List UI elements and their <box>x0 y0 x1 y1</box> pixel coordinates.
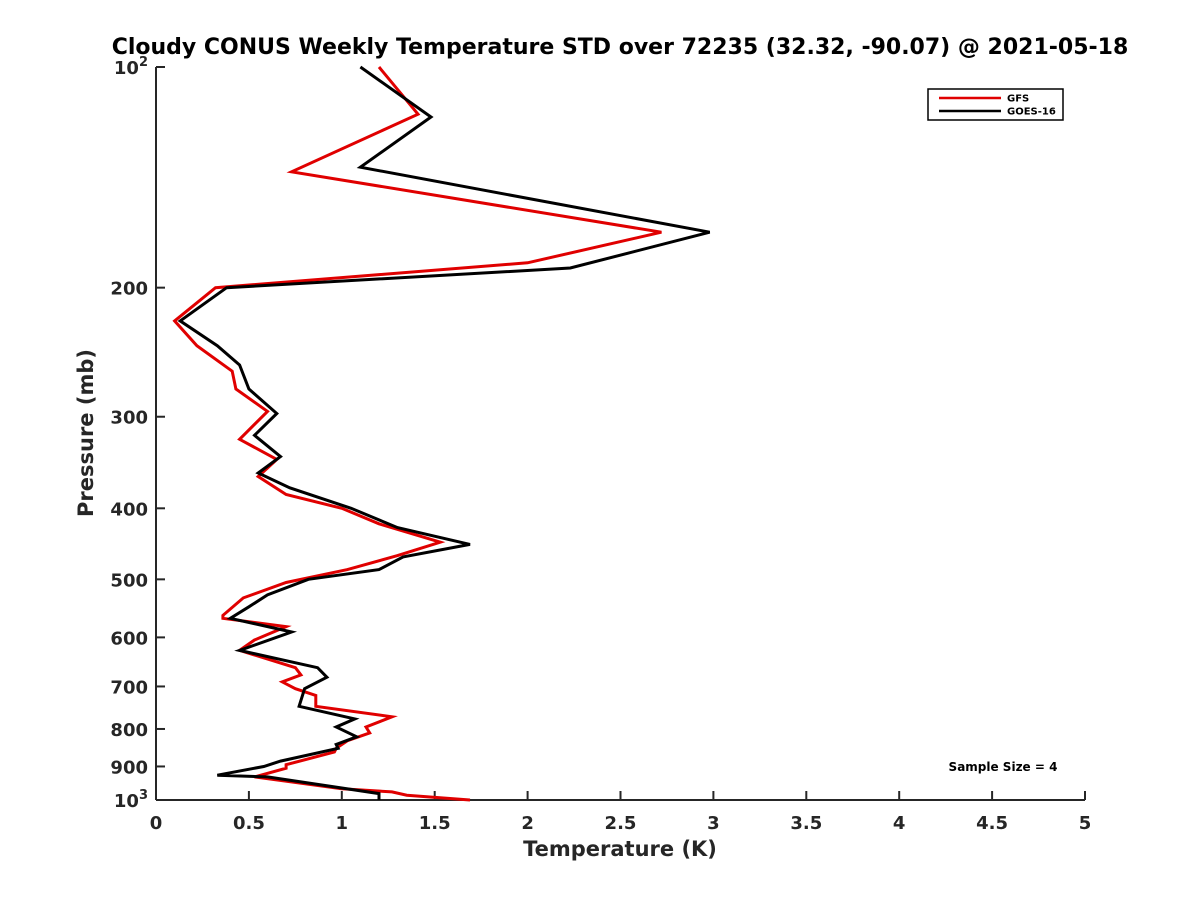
x-tick-label: 1 <box>336 813 349 834</box>
series-line-goes16 <box>177 65 711 800</box>
x-tick-label: 2 <box>521 813 534 834</box>
x-tick-label: 3.5 <box>790 813 822 834</box>
x-tick-label: 2.5 <box>605 813 637 834</box>
sample-size-annotation: Sample Size = 4 <box>949 760 1058 774</box>
y-tick-label: 800 <box>110 720 148 741</box>
legend-label-gfs: GFS <box>1007 94 1029 105</box>
legend: GFS GOES-16 <box>927 88 1064 121</box>
chart-title: Cloudy CONUS Weekly Temperature STD over… <box>112 35 1129 60</box>
x-axis-label: Temperature (K) <box>523 837 717 861</box>
y-tick-label: 400 <box>110 499 148 520</box>
y-tick-label: 600 <box>110 628 148 649</box>
y-tick-label: 700 <box>110 677 148 698</box>
data-series <box>172 65 711 802</box>
y-axis-ticks: 102 200 300 400 500 600 700 800 900 103 <box>110 55 165 812</box>
y-tick-label: 200 <box>110 279 148 300</box>
y-tick-label: 102 <box>114 55 148 79</box>
x-tick-label: 3 <box>707 813 720 834</box>
y-tick-label: 300 <box>110 408 148 429</box>
x-tick-label: 0.5 <box>233 813 265 834</box>
x-axis-ticks: 0 0.5 1 1.5 2 2.5 3 3.5 4 4.5 5 <box>150 791 1092 834</box>
legend-label-goes16: GOES-16 <box>1007 107 1056 118</box>
y-tick-label: 103 <box>114 788 148 812</box>
y-tick-label: 900 <box>110 757 148 778</box>
x-tick-label: 5 <box>1079 813 1092 834</box>
y-axis-label: Pressure (mb) <box>74 349 98 517</box>
x-tick-label: 0 <box>150 813 163 834</box>
x-tick-label: 1.5 <box>419 813 451 834</box>
x-tick-label: 4.5 <box>976 813 1008 834</box>
x-tick-label: 4 <box>893 813 906 834</box>
y-tick-label: 500 <box>110 570 148 591</box>
plot-area: 0 0.5 1 1.5 2 2.5 3 3.5 4 4.5 5 102 200 300 400 500 600… <box>110 55 1091 834</box>
legend-box <box>927 88 1064 121</box>
